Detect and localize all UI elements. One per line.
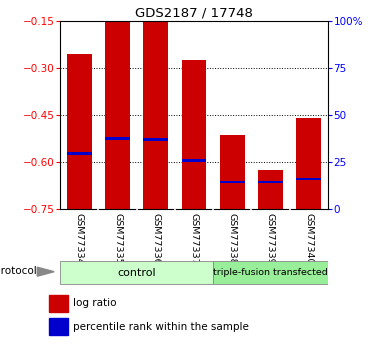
Text: GSM77340: GSM77340 xyxy=(304,213,313,264)
Bar xyxy=(49,318,68,335)
Bar xyxy=(220,135,245,209)
FancyBboxPatch shape xyxy=(60,262,213,284)
Text: log ratio: log ratio xyxy=(73,298,116,308)
Polygon shape xyxy=(37,267,54,276)
Bar xyxy=(105,21,130,209)
Text: control: control xyxy=(117,268,156,277)
Text: GSM77335: GSM77335 xyxy=(113,213,122,265)
Text: GSM77338: GSM77338 xyxy=(228,213,237,265)
FancyBboxPatch shape xyxy=(213,262,328,284)
Title: GDS2187 / 17748: GDS2187 / 17748 xyxy=(135,7,253,20)
Text: GSM77337: GSM77337 xyxy=(189,213,199,265)
Text: triple-fusion transfected: triple-fusion transfected xyxy=(213,268,328,277)
Text: percentile rank within the sample: percentile rank within the sample xyxy=(73,322,249,332)
Bar xyxy=(105,137,130,140)
Bar xyxy=(296,118,321,209)
Bar xyxy=(182,60,206,209)
Bar xyxy=(143,138,168,141)
Text: GSM77336: GSM77336 xyxy=(151,213,160,265)
Bar xyxy=(258,181,283,184)
Bar xyxy=(220,181,245,184)
Text: GSM77334: GSM77334 xyxy=(75,213,84,265)
Bar xyxy=(143,21,168,209)
Bar xyxy=(49,295,68,312)
Text: protocol: protocol xyxy=(0,266,36,276)
Text: GSM77339: GSM77339 xyxy=(266,213,275,265)
Bar xyxy=(67,152,92,155)
Bar xyxy=(296,178,321,180)
Bar xyxy=(67,53,92,209)
Bar xyxy=(182,159,206,161)
Bar xyxy=(258,169,283,209)
